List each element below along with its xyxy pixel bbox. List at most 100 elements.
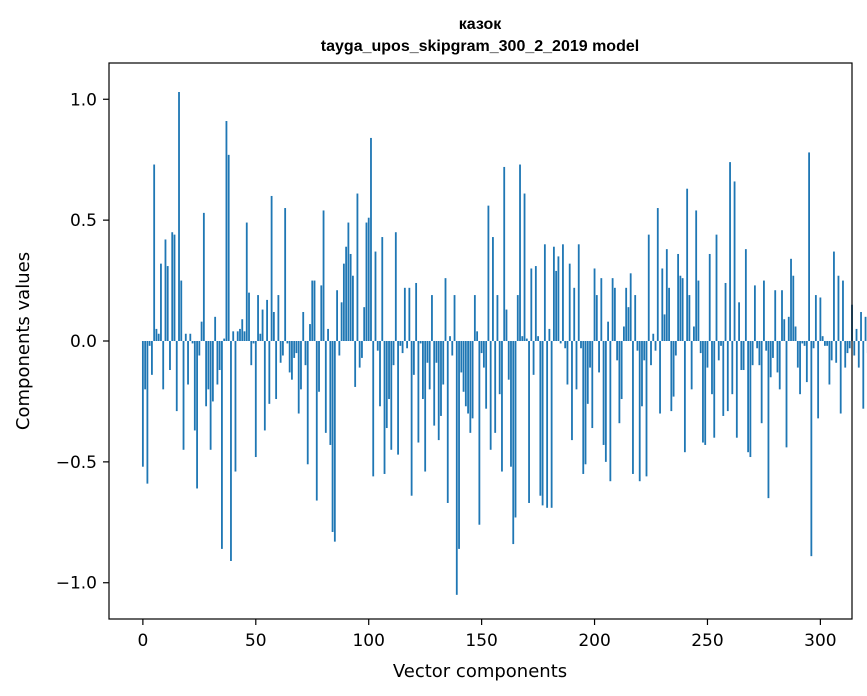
bar-273 — [758, 341, 761, 366]
bar-184 — [557, 256, 560, 341]
bar-52 — [259, 333, 262, 341]
bar-284 — [783, 319, 786, 341]
bar-37 — [225, 121, 228, 342]
bar-281 — [776, 341, 779, 373]
bar-245 — [695, 210, 698, 341]
bar-211 — [618, 341, 621, 424]
bar-141 — [460, 341, 463, 373]
bar-83 — [329, 341, 332, 445]
bar-57 — [270, 195, 273, 341]
bar-165 — [514, 341, 517, 518]
bar-227 — [654, 341, 657, 351]
bar-134 — [444, 278, 447, 341]
bar-172 — [530, 268, 533, 341]
bar-174 — [534, 266, 537, 341]
bar-155 — [492, 237, 494, 341]
bar-150 — [480, 341, 483, 354]
bar-290 — [796, 341, 799, 368]
x-axis-label: Vector components — [393, 661, 567, 682]
bar-75 — [311, 280, 314, 341]
bar-6 — [155, 328, 158, 341]
bar-201 — [595, 295, 598, 341]
bar-97 — [361, 341, 363, 358]
bar-221 — [641, 341, 643, 407]
bar-79 — [320, 285, 323, 341]
bar-276 — [765, 341, 768, 351]
bar-179 — [546, 341, 549, 508]
bar-51 — [257, 295, 259, 341]
y-tick-label: 1.0 — [70, 90, 97, 110]
bar-292 — [801, 341, 804, 344]
bar-142 — [462, 341, 465, 392]
y-axis-label: Components values — [13, 252, 34, 430]
y-tick-label: 0.5 — [70, 211, 97, 231]
bar-153 — [487, 205, 490, 341]
bar-77 — [315, 341, 318, 501]
bar-198 — [589, 341, 591, 368]
x-axis-ticks: 0 50 100 150 200 250 300 — [137, 619, 837, 651]
bar-60 — [277, 295, 280, 341]
bar-170 — [525, 338, 528, 341]
bar-316 — [855, 328, 858, 341]
bar-46 — [245, 222, 248, 341]
bar-299 — [817, 341, 820, 419]
y-tick-label: 0.0 — [70, 332, 97, 352]
bar-130 — [435, 341, 438, 363]
bar-257 — [722, 341, 725, 416]
bar-222 — [643, 341, 646, 361]
bar-246 — [697, 280, 700, 341]
bar-164 — [512, 341, 515, 545]
bar-0 — [141, 341, 144, 467]
bar-282 — [778, 341, 781, 390]
bar-136 — [449, 336, 451, 341]
bar-199 — [591, 341, 594, 429]
bar-91 — [347, 222, 350, 341]
bar-64 — [286, 341, 289, 344]
bar-162 — [507, 341, 510, 380]
bar-192 — [575, 341, 578, 390]
bar-283 — [781, 290, 783, 341]
bar-230 — [661, 268, 664, 341]
bar-191 — [573, 287, 576, 341]
bar-320 — [864, 316, 867, 341]
bar-81 — [324, 341, 327, 433]
bar-177 — [541, 341, 544, 506]
bar-9 — [162, 341, 165, 390]
bar-301 — [821, 336, 824, 341]
bar-305 — [830, 341, 833, 361]
bar-20 — [187, 341, 189, 385]
bar-26 — [200, 321, 203, 341]
bar-8 — [160, 263, 162, 341]
bar-65 — [288, 341, 291, 373]
bar-270 — [751, 341, 754, 366]
x-tick-label: 300 — [804, 631, 836, 651]
bar-59 — [275, 341, 278, 400]
bar-190 — [571, 341, 573, 441]
bar-263 — [735, 341, 738, 438]
bar-34 — [218, 341, 221, 371]
bar-286 — [787, 316, 790, 341]
bar-268 — [747, 341, 750, 453]
bar-128 — [431, 295, 433, 341]
bar-204 — [602, 341, 605, 445]
bar-266 — [742, 341, 745, 371]
bar-256 — [720, 341, 722, 346]
bar-202 — [598, 341, 600, 373]
bar-196 — [584, 341, 587, 465]
bar-311 — [844, 341, 847, 368]
bar-29 — [207, 341, 210, 390]
bar-253 — [713, 341, 716, 438]
x-tick-label: 250 — [691, 631, 723, 651]
bar-2 — [146, 341, 149, 484]
bar-116 — [403, 287, 406, 341]
bar-225 — [650, 341, 652, 366]
bar-265 — [740, 341, 743, 371]
bar-38 — [227, 154, 230, 341]
bar-69 — [297, 341, 300, 414]
bar-146 — [471, 341, 474, 419]
bar-226 — [652, 333, 655, 341]
bar-312 — [846, 341, 849, 354]
bar-22 — [191, 341, 194, 344]
bar-260 — [729, 162, 731, 341]
bar-254 — [715, 234, 718, 341]
